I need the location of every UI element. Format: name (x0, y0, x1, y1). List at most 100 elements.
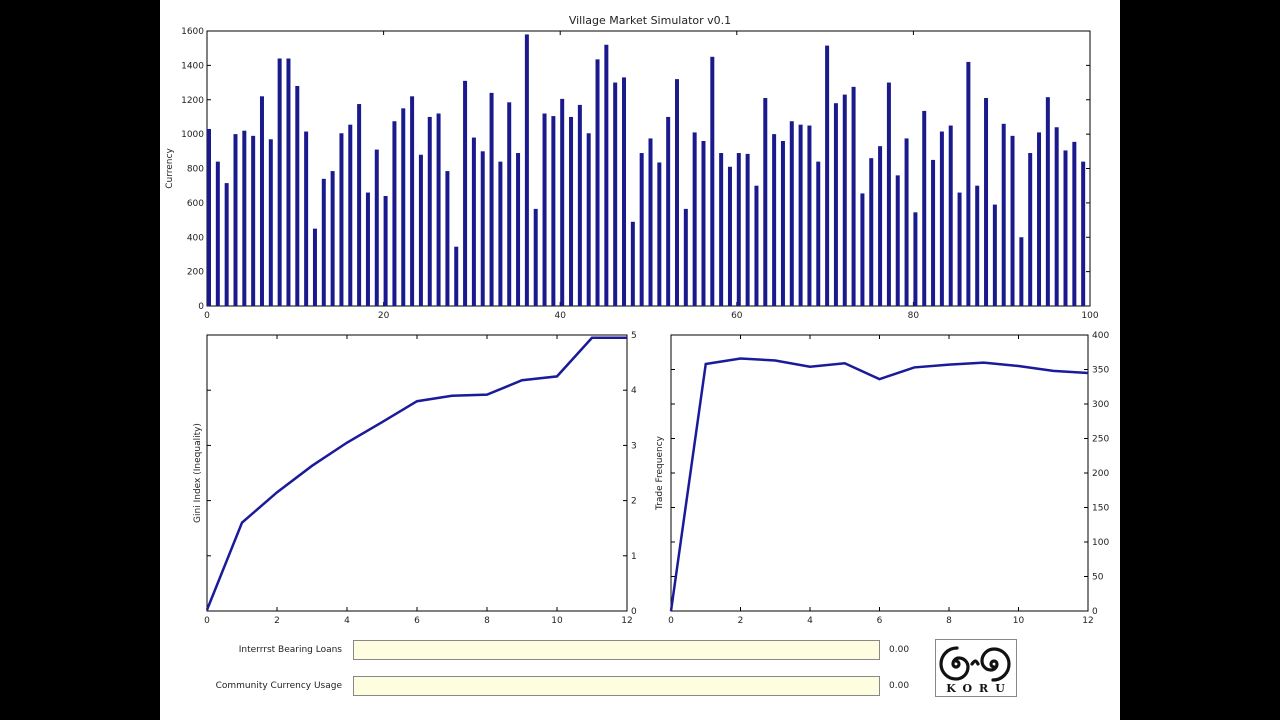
currency-bar (727, 166, 732, 306)
currency-bar (1001, 123, 1006, 306)
currency-bar (860, 193, 865, 306)
x-tick-label: 10 (551, 616, 563, 626)
currency-bar (886, 82, 891, 306)
currency-bar (1045, 97, 1050, 306)
community-currency-value: 0.00 (889, 681, 910, 691)
interest-loans-value: 0.00 (889, 645, 910, 655)
y-axis-label: Currency (165, 148, 175, 189)
y-tick-label: 2 (631, 497, 637, 507)
currency-bar (913, 212, 918, 306)
y-tick-label: 150 (1092, 504, 1109, 514)
currency-bar (454, 246, 459, 306)
currency-bar (825, 45, 830, 306)
currency-bar-chart: 0 20 40 60 80 1000200400600800100012001400160… (165, 27, 1099, 321)
currency-bar (304, 131, 309, 306)
currency-bar (736, 153, 741, 306)
currency-bar (480, 151, 485, 306)
currency-bar (710, 56, 715, 306)
currency-bar (533, 208, 538, 306)
currency-bar (392, 121, 397, 306)
currency-bar (966, 61, 971, 306)
currency-bar (878, 146, 883, 306)
currency-bar (233, 134, 238, 306)
currency-bar (939, 131, 944, 306)
currency-bar (789, 121, 794, 306)
y-tick-label: 100 (1092, 538, 1109, 548)
x-tick-label: 40 (554, 311, 566, 321)
y-tick-label: 1200 (181, 96, 204, 106)
currency-bar (312, 228, 317, 306)
currency-bar (242, 130, 247, 306)
y-tick-label: 1 (631, 552, 637, 562)
currency-bar (922, 110, 927, 306)
x-tick-label: 80 (908, 311, 920, 321)
currency-bar (551, 116, 556, 306)
currency-bar (295, 86, 300, 306)
gini-series-line (205, 336, 627, 611)
currency-bar (569, 116, 574, 306)
community-currency-slider[interactable] (353, 676, 880, 696)
currency-bar (410, 96, 415, 306)
currency-bar (586, 133, 591, 306)
matplotlib-figure: Village Market Simulator v0.1 0 20 40 60 80 1… (165, 14, 1109, 626)
y-tick-label: 1600 (181, 27, 204, 37)
currency-bar (975, 185, 980, 306)
currency-bar (992, 204, 997, 306)
koru-logo: KORU (935, 639, 1017, 697)
currency-bar (851, 86, 856, 306)
currency-bar (339, 133, 344, 306)
y-tick-label: 300 (1092, 400, 1109, 410)
y-tick-label: 4 (631, 386, 637, 396)
currency-bar (604, 44, 609, 306)
y-tick-label: 350 (1092, 366, 1109, 376)
y-tick-label: 3 (631, 441, 637, 451)
currency-bar (577, 104, 582, 306)
currency-bar (984, 98, 989, 306)
community-currency-label: Community Currency Usage (215, 681, 342, 691)
currency-bar (524, 34, 529, 306)
logo-text: KORU (946, 682, 1012, 695)
currency-bar (613, 82, 618, 306)
currency-bar (948, 125, 953, 306)
y-tick-label: 800 (187, 165, 204, 175)
currency-bar (1028, 153, 1033, 306)
currency-bar (772, 134, 777, 306)
y-tick-label: 400 (187, 233, 204, 243)
x-tick-label: 2 (738, 616, 744, 626)
currency-bar (904, 138, 909, 306)
currency-bar (895, 175, 900, 306)
currency-bar (869, 158, 874, 306)
y-axis-label: Gini Index (Inequality) (193, 423, 203, 523)
currency-bar (798, 124, 803, 306)
y-tick-label: 50 (1092, 573, 1104, 583)
y-tick-label: 1400 (181, 61, 204, 71)
x-tick-label: 2 (274, 616, 280, 626)
currency-bar (215, 161, 220, 306)
y-tick-label: 200 (1092, 469, 1109, 479)
x-tick-label: 12 (621, 616, 632, 626)
currency-bar (1081, 161, 1086, 306)
y-tick-label: 1000 (181, 130, 204, 140)
x-tick-label: 8 (946, 616, 952, 626)
currency-bar (816, 161, 821, 306)
currency-bar (286, 58, 291, 306)
currency-bar (1037, 132, 1042, 306)
interest-loans-slider[interactable] (353, 640, 880, 660)
currency-bar (931, 159, 936, 306)
currency-bar (418, 154, 423, 306)
currency-bar (1072, 141, 1077, 306)
x-tick-label: 0 (204, 616, 210, 626)
currency-bar (622, 77, 627, 306)
y-tick-label: 250 (1092, 435, 1109, 445)
y-tick-label: 0 (631, 607, 637, 617)
currency-bar (401, 108, 406, 306)
currency-bar (251, 135, 256, 306)
currency-bar (427, 116, 432, 306)
currency-bar (259, 96, 264, 306)
y-tick-label: 200 (187, 268, 204, 278)
currency-bar (674, 79, 679, 306)
currency-bar (357, 104, 362, 306)
currency-bar (754, 185, 759, 306)
currency-bar (719, 153, 724, 306)
